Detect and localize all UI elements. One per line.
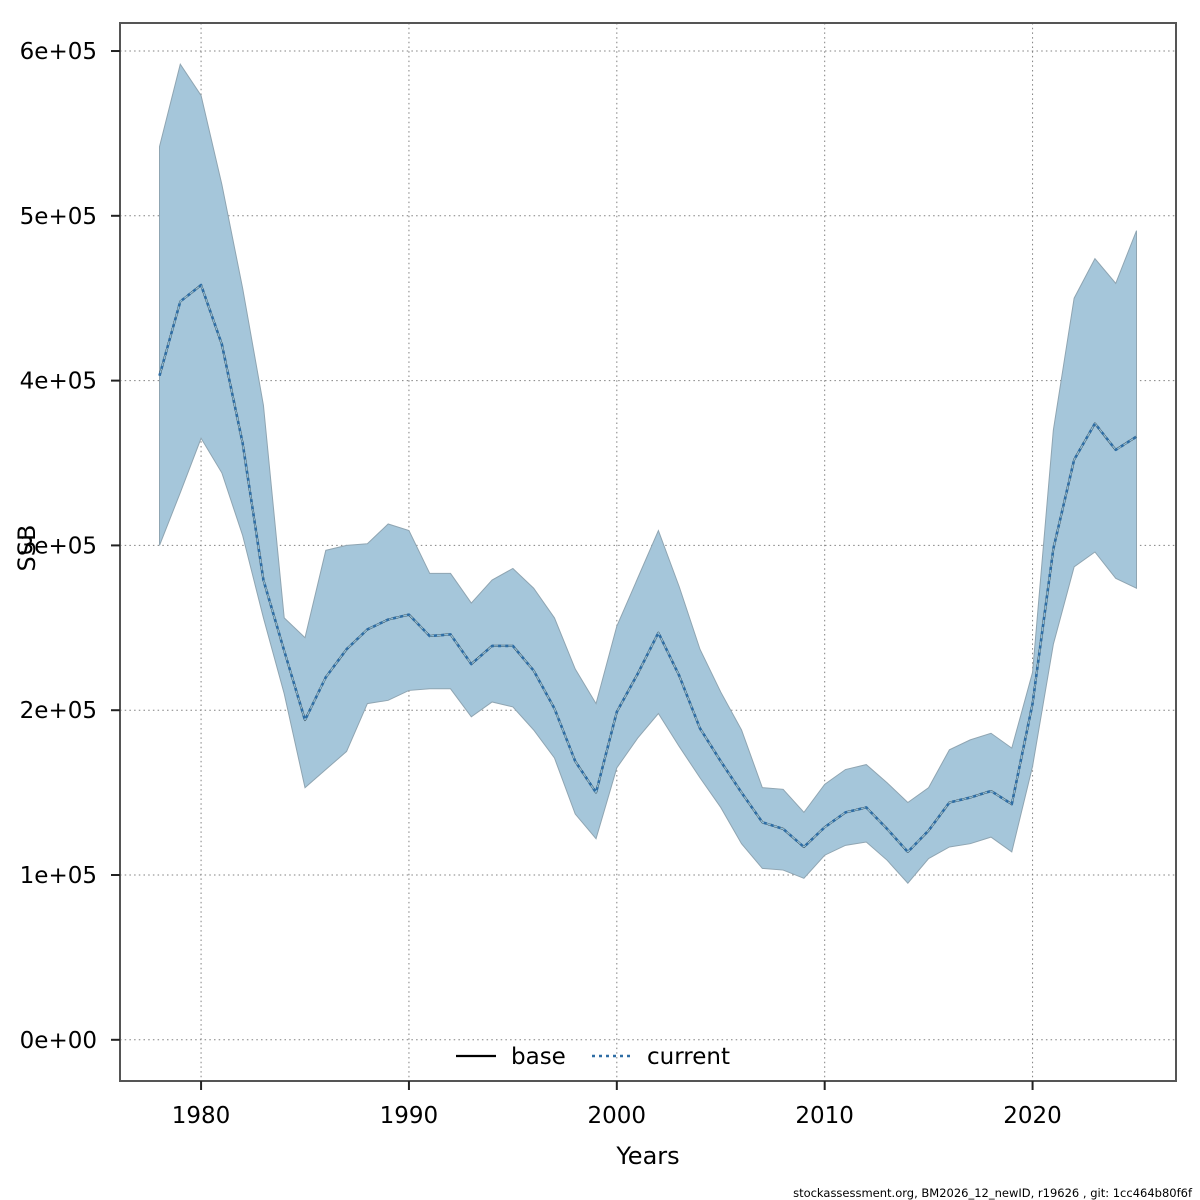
grid-lines [120, 23, 1176, 1081]
y-axis-tick-label: 0e+00 [20, 1028, 97, 1054]
y-axis-tick-label: 6e+05 [20, 39, 97, 65]
legend: base current [456, 1044, 730, 1070]
axis-ticks [111, 50, 1034, 1090]
x-axis-tick-label: 1980 [172, 1103, 231, 1129]
plot-frame [119, 22, 1177, 1082]
y-axis-tick-label: 4e+05 [20, 369, 97, 395]
y-axis-tick-label: 5e+05 [20, 204, 97, 230]
x-axis-tick-label: 1990 [380, 1103, 439, 1129]
y-axis-tick-label: 2e+05 [20, 698, 97, 724]
x-axis-title: Years [615, 1142, 679, 1170]
x-axis-tick-label: 2020 [1003, 1103, 1062, 1129]
y-axis-tick-label: 1e+05 [20, 863, 97, 889]
legend-current-label: current [647, 1044, 730, 1070]
footer-citation: stockassessment.org, BM2026_12_newID, r1… [793, 1186, 1193, 1200]
y-axis-tick-label: 3e+05 [20, 533, 97, 559]
legend-base-label: base [511, 1044, 566, 1070]
x-axis-tick-label: 2000 [588, 1103, 647, 1129]
current-line [158, 283, 1138, 854]
y-axis-title: SSB [13, 525, 41, 572]
confidence-band [159, 62, 1137, 885]
x-axis-tick-label: 2010 [795, 1103, 854, 1129]
